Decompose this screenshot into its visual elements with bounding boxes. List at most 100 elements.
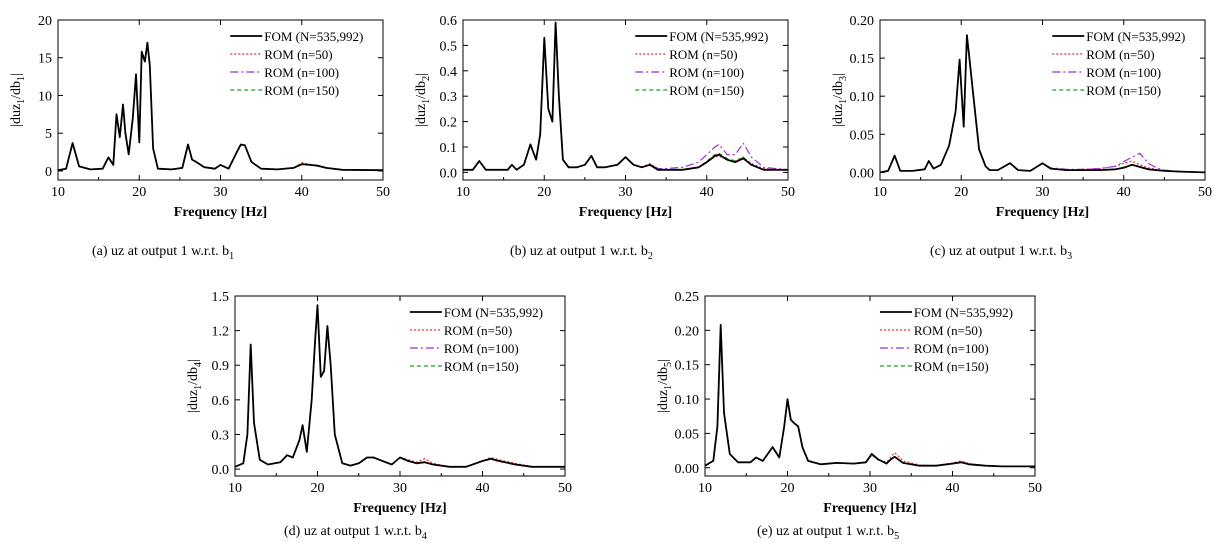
y-label-text: |	[656, 359, 671, 362]
series-group	[880, 34, 1205, 174]
chart-c: 10 20 30 40 50 0.00 0.05 0.10 0.15 0.20 Frequency …	[831, 14, 1212, 220]
y-tick-label: 0.9	[212, 359, 230, 374]
y-tick-label: 0	[45, 165, 52, 180]
y-axis-label: |duz1/db4|	[186, 359, 204, 413]
legend-label: ROM (n=100)	[1086, 65, 1161, 80]
y-tick-label: 0.0	[212, 463, 230, 478]
legend-label: ROM (n=150)	[1086, 83, 1161, 98]
series-line-rom100	[235, 304, 565, 468]
y-tick-label: 0.15	[675, 359, 700, 374]
y-tick-label: 0.4	[440, 65, 458, 80]
y-label-subscript: 1	[838, 99, 849, 104]
y-tick-label: 15	[38, 52, 52, 67]
y-tick-label: 0.10	[675, 393, 700, 408]
y-label-subscript: 4	[193, 362, 204, 367]
legend-label: ROM (n=50)	[669, 47, 737, 62]
chart-e: 10 20 30 40 50 0.00 0.05 0.10 0.15 0.20 0.25 Freque…	[656, 290, 1042, 516]
series-line-rom150	[58, 42, 383, 171]
x-tick-label: 50	[1198, 185, 1212, 200]
y-label-subscript: 5	[663, 362, 674, 367]
caption-a-sub: 1	[229, 250, 235, 262]
x-tick-label: 40	[295, 185, 309, 200]
y-tick-label: 0.1	[440, 141, 458, 156]
x-axis-label: Frequency [Hz]	[353, 501, 446, 516]
x-tick-label: 30	[619, 185, 633, 200]
series-line-fom	[705, 324, 1035, 468]
y-label-text: |duz	[831, 104, 846, 127]
x-axis-label: Frequency [Hz]	[996, 205, 1089, 220]
x-tick-label: 30	[214, 185, 228, 200]
caption-b-sub: 2	[647, 250, 653, 262]
x-tick-label: 20	[781, 481, 795, 496]
caption-e-text: (e) uz at output 1 w.r.t. b	[757, 524, 895, 539]
legend-label: ROM (n=50)	[914, 323, 982, 338]
y-label-text: |	[186, 359, 201, 362]
legend-label: ROM (n=100)	[914, 341, 989, 356]
legend-label: FOM (N=535,992)	[264, 29, 363, 44]
panel-c: 10 20 30 40 50 0.00 0.05 0.10 0.15 0.20 Frequency …	[818, 0, 1213, 222]
x-axis-label: Frequency [Hz]	[174, 205, 267, 220]
y-label-text: |	[9, 73, 24, 76]
caption-b-text: (b) uz at output 1 w.r.t. b	[510, 244, 648, 259]
panel-a: 10 20 30 40 50 0 5 10 15 20 Frequency [Hz] |duz1/db…	[0, 0, 395, 222]
series-line-rom50	[58, 43, 383, 171]
y-label-subscript: 1	[663, 385, 674, 390]
caption-e-sub: 5	[894, 530, 900, 542]
x-tick-label: 10	[698, 481, 712, 496]
panel-b: 10 20 30 40 50 0.0 0.1 0.2 0.3 0.4 0.5 0.6 Frequency…	[405, 0, 800, 222]
y-tick-label: 0.25	[675, 290, 700, 305]
x-tick-label: 10	[456, 185, 470, 200]
plot-frame	[462, 19, 789, 181]
x-tick-label: 40	[476, 481, 490, 496]
y-tick-label: 0.6	[440, 14, 458, 29]
y-label-subscript: 3	[838, 76, 849, 81]
y-label-text: /db	[831, 81, 846, 99]
x-tick-label: 50	[376, 185, 390, 200]
y-label-text: /db	[414, 81, 429, 99]
y-label-subscript: 1	[16, 99, 27, 104]
y-axis-label: |duz1/db1|	[9, 73, 27, 127]
x-tick-label: 20	[954, 185, 968, 200]
y-tick-label: 1.2	[212, 325, 230, 340]
y-label-subscript: 1	[421, 99, 432, 104]
legend-label: ROM (n=150)	[914, 359, 989, 374]
y-axis-label: |duz1/db5|	[656, 359, 674, 413]
x-tick-label: 20	[311, 481, 325, 496]
y-label-text: |duz	[9, 104, 24, 127]
legend-label: FOM (N=535,992)	[669, 29, 768, 44]
legend-label: ROM (n=50)	[264, 47, 332, 62]
series-line-fom	[463, 21, 788, 171]
series-line-rom150	[880, 34, 1205, 173]
y-tick-label: 0.00	[850, 166, 875, 181]
y-label-text: |	[414, 73, 429, 76]
plot-frame	[57, 19, 384, 181]
y-tick-label: 0.5	[440, 39, 458, 54]
x-tick-label: 10	[51, 185, 65, 200]
series-group	[235, 304, 565, 468]
y-tick-label: 0.15	[850, 52, 875, 67]
caption-c: (c) uz at output 1 w.r.t. b3	[930, 244, 1072, 262]
y-tick-label: 0.6	[212, 394, 230, 409]
plot-frame	[234, 295, 566, 477]
y-label-text: /db	[9, 81, 24, 99]
y-label-subscript: 1	[16, 76, 27, 81]
legend-label: ROM (n=50)	[1086, 47, 1154, 62]
caption-a-text: (a) uz at output 1 w.r.t. b	[92, 244, 230, 259]
x-tick-label: 40	[1117, 185, 1131, 200]
series-line-rom100	[58, 42, 383, 171]
x-axis-label: Frequency [Hz]	[823, 501, 916, 516]
x-tick-label: 30	[393, 481, 407, 496]
legend-label: ROM (n=100)	[444, 341, 519, 356]
y-axis-label: |duz1/db3|	[831, 73, 849, 127]
series-group	[463, 21, 788, 171]
chart-b: 10 20 30 40 50 0.0 0.1 0.2 0.3 0.4 0.5 0.6 Frequency…	[414, 14, 795, 220]
chart-d: 10 20 30 40 50 0.0 0.3 0.6 0.9 1.2 1.5 Frequency [H…	[186, 290, 572, 516]
x-tick-label: 30	[863, 481, 877, 496]
y-tick-label: 0.05	[850, 128, 875, 143]
y-tick-label: 0.3	[440, 90, 458, 105]
x-axis-label: Frequency [Hz]	[579, 205, 672, 220]
series-group	[705, 324, 1035, 468]
series-line-fom	[58, 41, 383, 172]
y-label-text: |duz	[414, 104, 429, 127]
